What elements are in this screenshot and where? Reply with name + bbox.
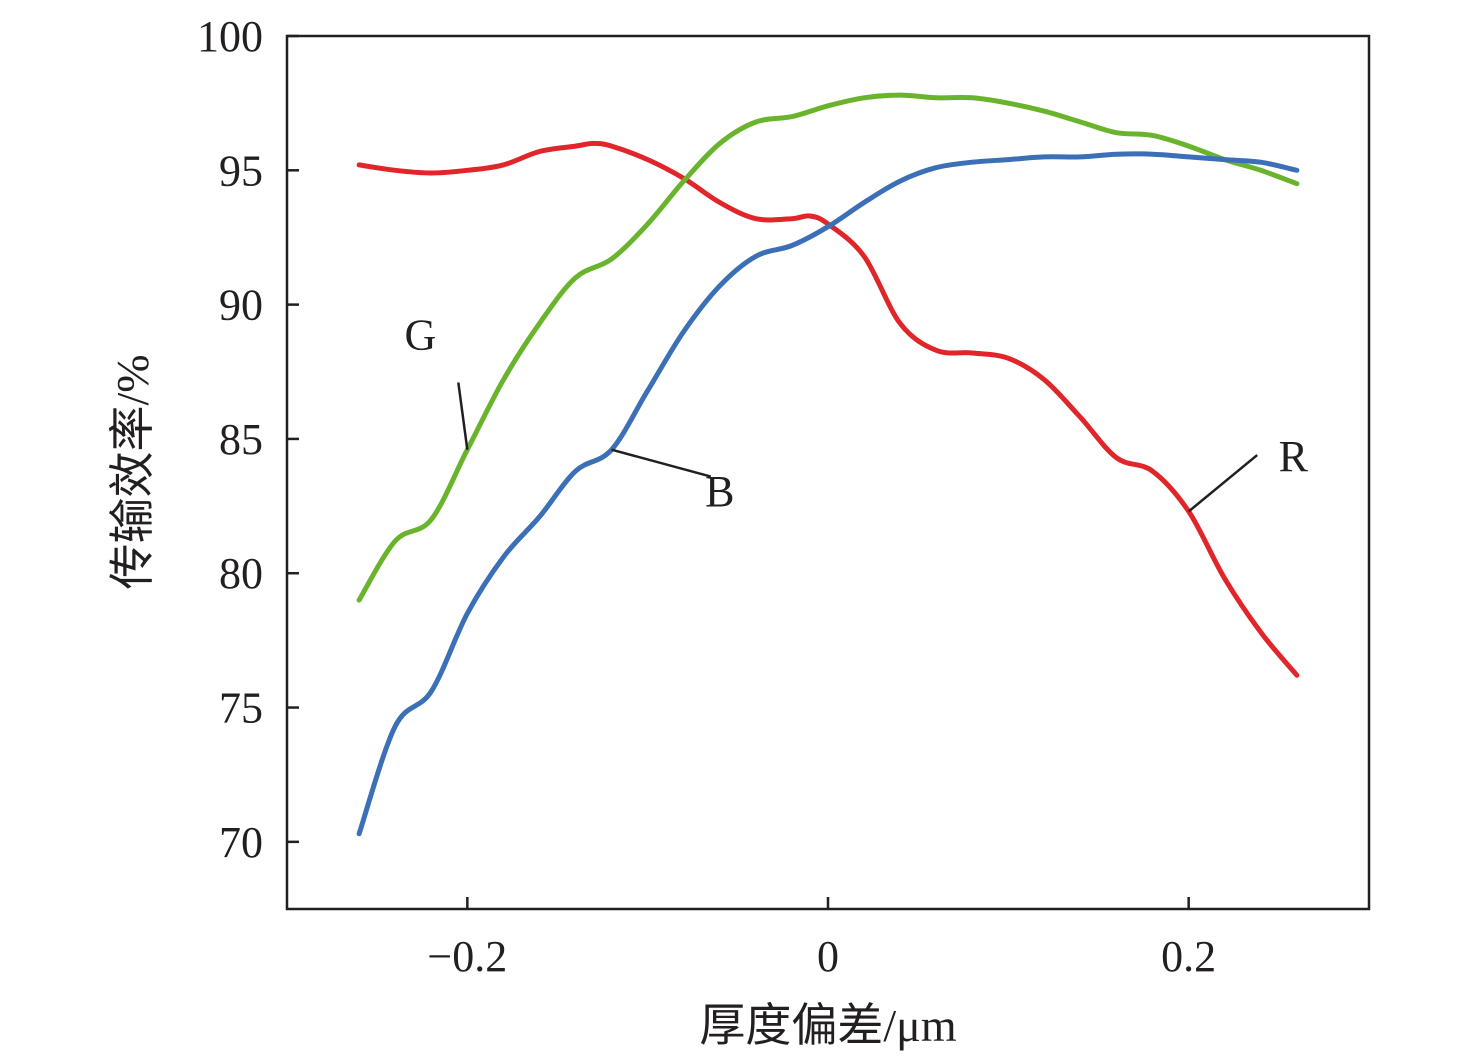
plot-frame xyxy=(285,34,1371,911)
series-line-b xyxy=(356,151,1300,837)
y-tick-label: 70 xyxy=(219,818,263,867)
x-axis: −0.2 0 0.2 xyxy=(427,897,1216,981)
series-annotations: G B R xyxy=(405,311,1309,516)
y-tick-label: 80 xyxy=(219,549,263,598)
series-label-b: B xyxy=(705,467,734,516)
y-tick-label: 100 xyxy=(197,12,263,61)
series-label-r: R xyxy=(1279,432,1309,481)
x-tick-label: −0.2 xyxy=(427,932,507,981)
x-tick-label: 0 xyxy=(817,932,839,981)
series-label-g: G xyxy=(405,311,437,360)
y-tick-label: 90 xyxy=(219,281,263,330)
y-axis: 70 75 80 85 90 95 100 xyxy=(197,12,299,867)
annotation-leader-r xyxy=(1187,454,1258,513)
series-lines xyxy=(356,92,1300,837)
y-tick-label: 75 xyxy=(219,684,263,733)
annotation-leader-g xyxy=(457,382,469,450)
y-tick-label: 85 xyxy=(219,415,263,464)
annotation-leader-b xyxy=(611,448,712,478)
x-axis-title: 厚度偏差/μm xyxy=(699,1000,956,1051)
series-line-g xyxy=(356,92,1300,603)
series-line-r xyxy=(356,140,1300,678)
x-tick-label: 0.2 xyxy=(1161,932,1216,981)
y-tick-label: 95 xyxy=(219,146,263,195)
y-axis-title: 传输效率/% xyxy=(107,354,158,589)
